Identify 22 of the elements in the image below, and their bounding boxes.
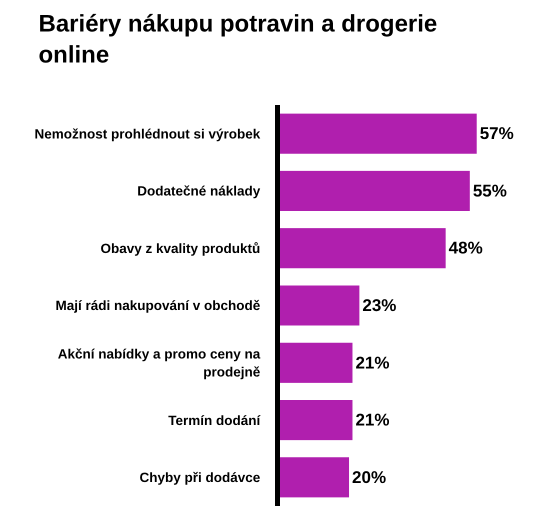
- y-tick-label: Dodatečné náklady: [137, 184, 261, 199]
- y-tick-label: Termín dodání: [168, 412, 262, 428]
- data-label: 23%: [362, 296, 396, 315]
- data-label: 21%: [355, 353, 390, 372]
- data-label: 21%: [355, 410, 390, 430]
- bar: [280, 400, 352, 440]
- data-label: 57%: [480, 124, 514, 144]
- bar: [280, 170, 470, 211]
- data-label: 48%: [448, 238, 483, 258]
- chart-title: Bariéry nákupu potravin a drogerie online: [38, 10, 438, 68]
- bar: [280, 114, 477, 154]
- data-label: 20%: [352, 468, 386, 487]
- bar: [280, 228, 446, 268]
- bar: [280, 457, 350, 498]
- y-tick-label: Mají rádi nakupování v obchodě: [56, 298, 261, 314]
- data-label: 55%: [472, 181, 507, 200]
- y-tick-label: Chyby při dodávce: [140, 470, 261, 486]
- bar: [280, 285, 360, 326]
- y-tick-label: Obavy z kvality produktů: [100, 240, 260, 256]
- y-tick-label: Akční nabídky a promo ceny na prodejně: [58, 346, 261, 380]
- y-tick-label: Nemožnost prohlédnout si výrobek: [34, 126, 261, 142]
- bar: [280, 342, 352, 383]
